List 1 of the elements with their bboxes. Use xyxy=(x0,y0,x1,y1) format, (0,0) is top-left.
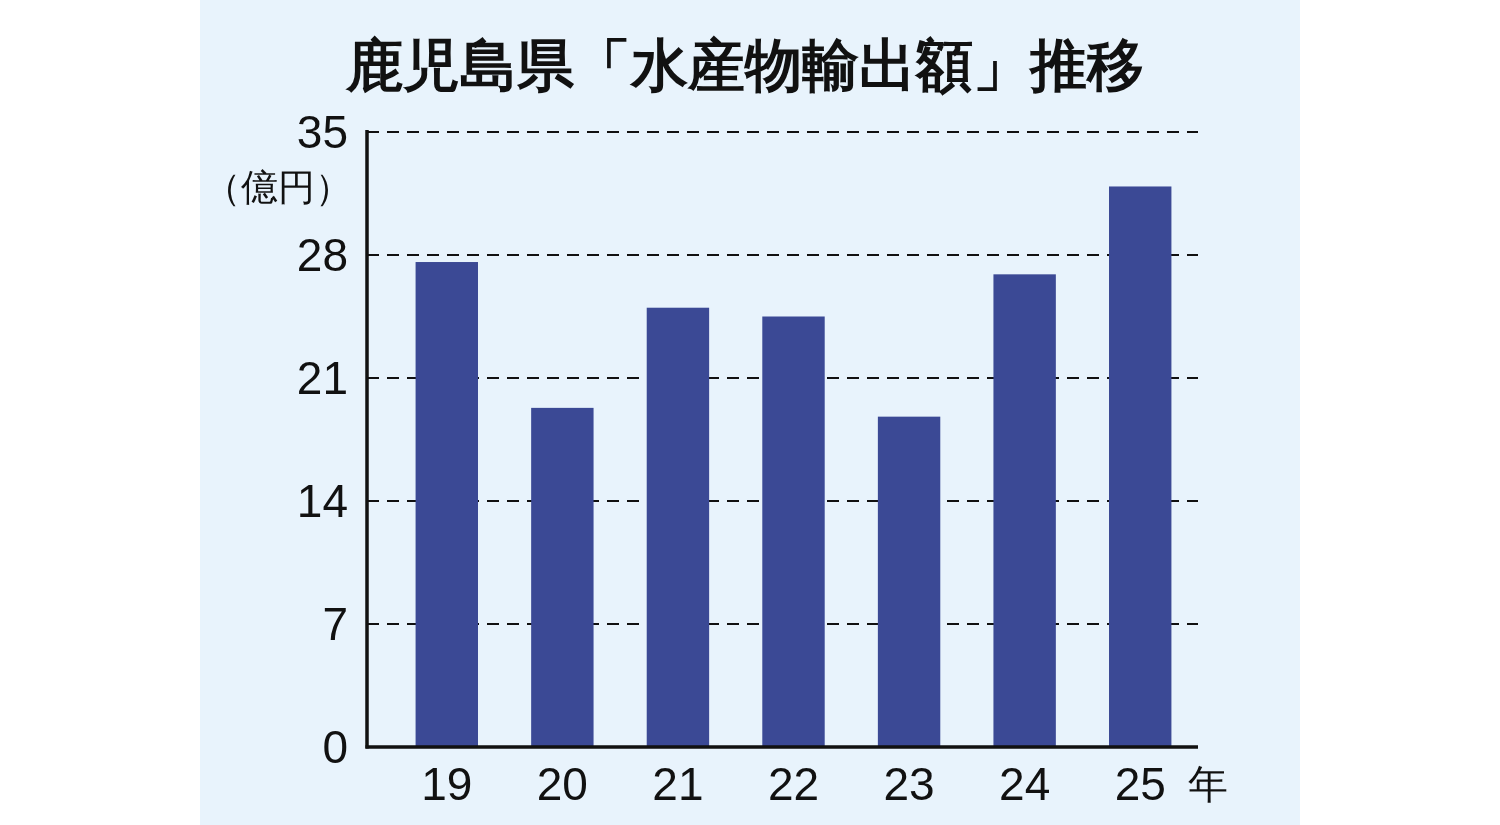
title: 鹿児島県「水産物輸出額」推移 xyxy=(346,33,1144,97)
